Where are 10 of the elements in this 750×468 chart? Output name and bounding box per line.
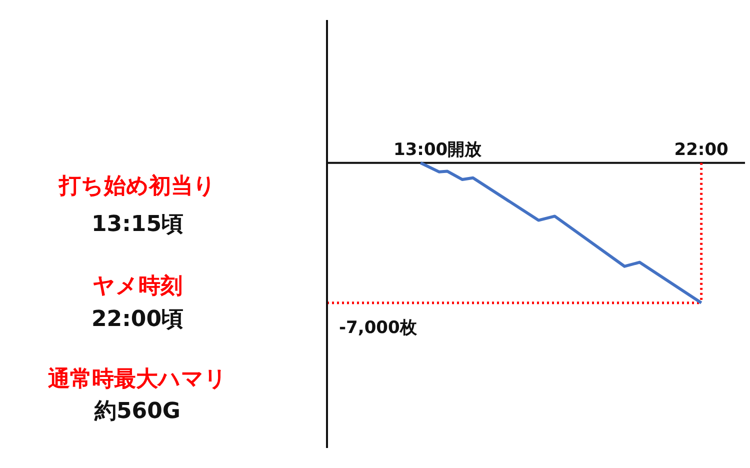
- text: ヤメ時刻: [92, 273, 184, 301]
- ref-line-label: -7,000枚: [339, 318, 418, 338]
- text: 22:00頃: [90, 306, 185, 334]
- text: 開放: [448, 140, 483, 160]
- text: 13:15頃: [90, 211, 185, 239]
- text: 打ち始め初当り: [57, 173, 217, 201]
- x-tick-label: 13:00: [394, 140, 448, 160]
- text: 約560G: [93, 398, 182, 426]
- x-tick-label: 22:00: [674, 140, 729, 160]
- text: 通常時最大ハマリ: [47, 366, 228, 394]
